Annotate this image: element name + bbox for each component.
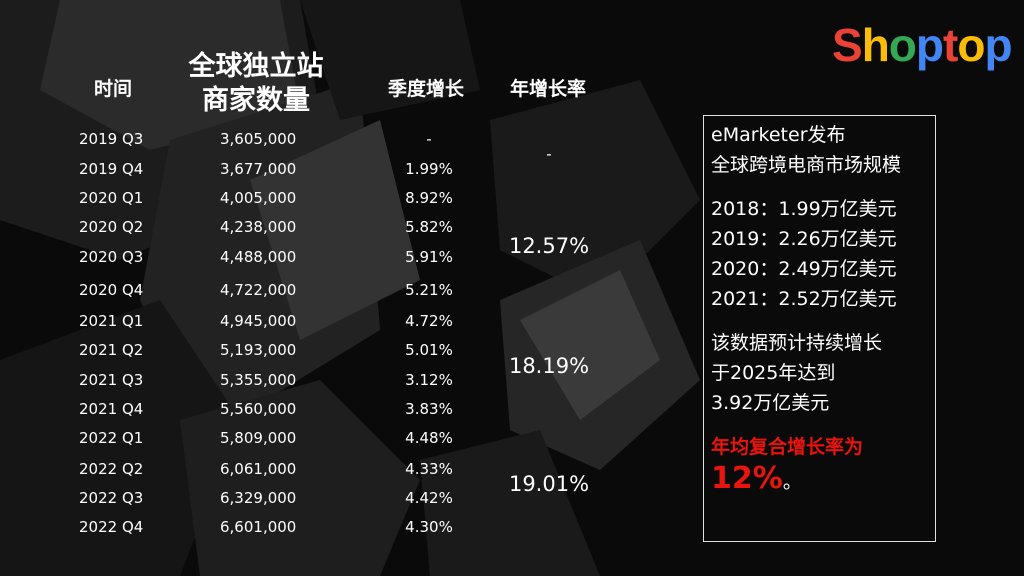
- cell-count: 5,560,000: [220, 400, 297, 418]
- cell-count: 5,809,000: [220, 429, 297, 447]
- logo-letter: t: [943, 19, 958, 71]
- table-row: 2022 Q3 6,329,000 4.42%: [0, 489, 470, 509]
- table-row: 2022 Q4 6,601,000 4.30%: [0, 518, 470, 538]
- cell-quarter-growth: 5.91%: [405, 248, 453, 266]
- cagr-value-line: 12%。: [711, 462, 935, 499]
- panel-year-line: 2018：1.99万亿美元: [711, 198, 897, 220]
- panel-year-line: 2019：2.26万亿美元: [711, 228, 897, 250]
- cell-count: 4,722,000: [220, 281, 297, 299]
- shoptop-logo: Shoptop: [832, 18, 1013, 72]
- logo-letter: o: [957, 19, 985, 71]
- annual-2019: -: [546, 145, 552, 163]
- cell-count: 3,605,000: [220, 130, 297, 148]
- table-row: 2020 Q2 4,238,000 5.82%: [0, 218, 470, 238]
- cell-quarter-growth: 3.83%: [405, 400, 453, 418]
- table-row: 2021 Q1 4,945,000 4.72%: [0, 312, 470, 332]
- header-count-line2: 商家数量: [202, 85, 310, 116]
- cell-time: 2022 Q3: [79, 489, 144, 507]
- logo-letter: o: [888, 19, 917, 71]
- cell-time: 2022 Q1: [79, 429, 144, 447]
- logo-letter: h: [861, 19, 890, 71]
- cell-time: 2021 Q4: [79, 400, 144, 418]
- cell-count: 4,005,000: [220, 189, 297, 207]
- table-row: 2020 Q4 4,722,000 5.21%: [0, 281, 470, 301]
- table-row: 2021 Q2 5,193,000 5.01%: [0, 341, 470, 361]
- cagr-value: 12%: [711, 461, 783, 496]
- panel-year-line: 2020：2.49万亿美元: [711, 258, 897, 280]
- cell-count: 5,193,000: [220, 341, 297, 359]
- cell-quarter-growth: 4.72%: [405, 312, 453, 330]
- cell-quarter-growth: 8.92%: [405, 189, 453, 207]
- cell-count: 6,601,000: [220, 518, 297, 536]
- panel-title1: eMarketer发布: [711, 124, 846, 146]
- cell-time: 2020 Q4: [79, 281, 144, 299]
- panel-forecast2: 于2025年达到: [711, 362, 836, 384]
- cell-quarter-growth: 4.33%: [405, 460, 453, 478]
- cell-quarter-growth: 5.21%: [405, 281, 453, 299]
- annual-2021: 18.19%: [508, 354, 590, 378]
- market-info-panel: eMarketer发布 全球跨境电商市场规模 2018：1.99万亿美元 201…: [703, 115, 936, 542]
- cell-time: 2022 Q4: [79, 518, 144, 536]
- panel-forecast3: 3.92万亿美元: [711, 392, 830, 414]
- cell-count: 4,238,000: [220, 218, 297, 236]
- logo-letter: p: [984, 19, 1012, 71]
- cell-time: 2019 Q4: [79, 160, 144, 178]
- logo-letter: S: [832, 19, 863, 71]
- cell-time: 2021 Q2: [79, 341, 144, 359]
- cell-count: 5,355,000: [220, 371, 297, 389]
- cell-quarter-growth: 4.42%: [405, 489, 453, 507]
- table-row: 2020 Q1 4,005,000 8.92%: [0, 189, 470, 209]
- table-row: 2019 Q3 3,605,000 -: [0, 130, 470, 150]
- cell-count: 6,329,000: [220, 489, 297, 507]
- header-annual-growth: 年增长率: [509, 78, 586, 100]
- cell-quarter-growth: 5.01%: [405, 341, 453, 359]
- table-row: 2022 Q1 5,809,000 4.48%: [0, 429, 470, 449]
- cell-quarter-growth: -: [426, 130, 432, 148]
- cell-time: 2021 Q1: [79, 312, 144, 330]
- cell-count: 4,488,000: [220, 248, 297, 266]
- table-row: 2019 Q4 3,677,000 1.99%: [0, 160, 470, 180]
- panel-year-line: 2021：2.52万亿美元: [711, 288, 897, 310]
- panel-title2: 全球跨境电商市场规模: [711, 154, 902, 176]
- table-row: 2021 Q3 5,355,000 3.12%: [0, 371, 470, 391]
- cell-time: 2019 Q3: [79, 130, 144, 148]
- panel-forecast1: 该数据预计持续增长: [711, 332, 883, 354]
- cagr-label: 年均复合增长率为: [711, 436, 864, 458]
- cell-time: 2020 Q1: [79, 189, 144, 207]
- cell-time: 2022 Q2: [79, 460, 144, 478]
- cell-quarter-growth: 3.12%: [405, 371, 453, 389]
- cell-quarter-growth: 4.30%: [405, 518, 453, 536]
- cell-time: 2020 Q2: [79, 218, 144, 236]
- table-row: 2021 Q4 5,560,000 3.83%: [0, 400, 470, 420]
- cell-count: 4,945,000: [220, 312, 297, 330]
- header-count-line1: 全球独立站: [188, 51, 324, 82]
- cell-count: 6,061,000: [220, 460, 297, 478]
- cell-quarter-growth: 4.48%: [405, 429, 453, 447]
- header-time: 时间: [93, 78, 132, 100]
- logo-letter: p: [915, 19, 944, 71]
- cell-quarter-growth: 5.82%: [405, 218, 453, 236]
- cell-quarter-growth: 1.99%: [405, 160, 453, 178]
- table-row: 2022 Q2 6,061,000 4.33%: [0, 460, 470, 480]
- cell-count: 3,677,000: [220, 160, 297, 178]
- header-merchant-count: 全球独立站 商家数量: [176, 50, 336, 118]
- annual-2022: 19.01%: [508, 472, 590, 496]
- table-row: 2020 Q3 4,488,000 5.91%: [0, 248, 470, 268]
- cagr-suffix: 。: [782, 471, 802, 493]
- cell-time: 2021 Q3: [79, 371, 144, 389]
- cell-time: 2020 Q3: [79, 248, 144, 266]
- annual-2020: 12.57%: [508, 234, 590, 258]
- header-quarter-growth: 季度增长: [387, 78, 464, 100]
